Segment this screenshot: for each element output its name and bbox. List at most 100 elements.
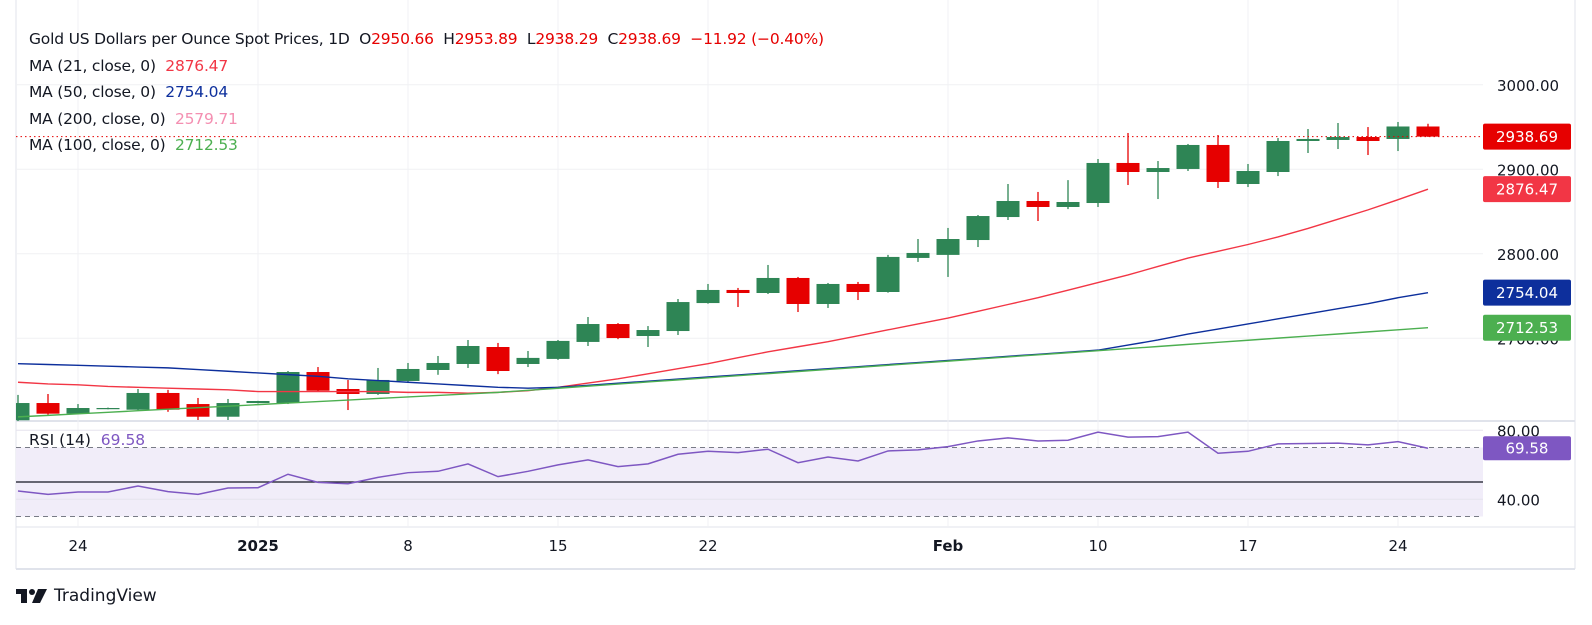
candle [1296, 128, 1320, 153]
indicator-ma100[interactable]: MA (100, close, 0) 2712.53 [29, 136, 238, 154]
ma-line [17, 188, 1429, 394]
candle-body [1206, 144, 1230, 182]
candle [876, 254, 900, 293]
candle [996, 184, 1020, 220]
candle-body [1146, 168, 1170, 173]
candle [36, 393, 60, 415]
tradingview-logo[interactable]: TradingView [16, 586, 157, 606]
rsi-label: RSI (14) [29, 431, 91, 449]
y-tick-label: 2900.00 [1497, 161, 1559, 179]
candle [96, 407, 120, 410]
x-tick-label: 22 [698, 537, 717, 555]
logo-text: TradingView [54, 586, 157, 606]
candle-body [696, 289, 720, 304]
candle-body [936, 239, 960, 255]
candle-body [1236, 170, 1260, 185]
indicator-value: 2876.47 [165, 57, 228, 75]
x-tick-label: 24 [68, 537, 87, 555]
candle-body [846, 283, 870, 292]
candle-body [276, 372, 300, 404]
candle-body [1086, 162, 1110, 204]
candle [156, 389, 180, 412]
candle [1026, 191, 1050, 222]
candle-body [966, 216, 990, 241]
candle-body [606, 324, 630, 339]
candle [696, 283, 720, 304]
candle-body [1326, 137, 1350, 140]
candle [756, 264, 780, 295]
candle [66, 404, 90, 415]
candle [1236, 163, 1260, 188]
high-value: 2953.89 [454, 30, 518, 48]
candle [936, 227, 960, 277]
candle [546, 339, 570, 360]
candle [16, 394, 30, 421]
candle [846, 281, 870, 301]
candle [1326, 122, 1350, 150]
candle [1086, 158, 1110, 207]
candle [576, 317, 600, 346]
candle-body [456, 345, 480, 364]
high-label: H [443, 30, 455, 48]
ma50-price-label-box [1483, 279, 1571, 306]
rsi-value: 69.58 [100, 431, 146, 449]
change-value: −11.92 (−0.40%) [690, 30, 824, 48]
ma100-price-label-box [1483, 314, 1571, 341]
indicator-ma21[interactable]: MA (21, close, 0) 2876.47 [29, 57, 228, 75]
candle-body [786, 277, 810, 304]
candle [486, 342, 510, 375]
candle [1176, 143, 1200, 171]
rsi-tick-label: 80.00 [1497, 422, 1540, 440]
indicator-value: 2754.04 [165, 83, 228, 101]
candle-body [756, 277, 780, 294]
candle-body [1416, 126, 1440, 137]
indicator-value: 2712.53 [174, 136, 238, 154]
candle-body [636, 330, 660, 337]
indicator-label: MA (100, close, 0) [29, 136, 166, 154]
candle [456, 339, 480, 368]
candle-body [516, 357, 540, 364]
symbol-title: Gold US Dollars per Ounce Spot Prices, 1… [29, 30, 350, 48]
rsi-legend[interactable]: RSI (14) 69.58 [29, 431, 145, 449]
indicator-label: MA (50, close, 0) [29, 83, 156, 101]
candle [216, 398, 240, 421]
candle [1266, 138, 1290, 177]
candle-body [666, 302, 690, 332]
candle-body [906, 252, 930, 258]
candle [246, 400, 270, 404]
candle-body [366, 379, 390, 394]
candle-body [876, 256, 900, 292]
candle [1146, 161, 1170, 200]
candle-body [66, 408, 90, 414]
close-value: 2938.69 [618, 30, 681, 48]
candle [726, 287, 750, 308]
x-tick-label: 10 [1088, 537, 1107, 555]
x-tick-label: 2025 [237, 537, 279, 555]
candle [666, 299, 690, 336]
indicator-label: MA (21, close, 0) [29, 57, 156, 75]
indicator-value: 2579.71 [174, 110, 238, 128]
candle [966, 215, 990, 248]
candle-body [576, 324, 600, 342]
candle-body [1056, 202, 1080, 207]
indicator-ma50[interactable]: MA (50, close, 0) 2754.04 [29, 83, 228, 101]
candle-body [996, 200, 1020, 218]
y-tick-label: 3000.00 [1497, 77, 1559, 95]
candle [186, 397, 210, 421]
candle [1416, 123, 1440, 137]
ma21-price-label-box [1483, 176, 1571, 203]
candle-body [1116, 162, 1140, 173]
close-label: C [607, 30, 619, 48]
last-price-label: 2938.69 [1496, 128, 1558, 146]
indicator-ma200[interactable]: MA (200, close, 0) 2579.71 [29, 110, 238, 128]
candle-body [1296, 138, 1320, 141]
candle-body [726, 289, 750, 294]
ma-line [17, 327, 1429, 418]
candle [636, 326, 660, 348]
candle [906, 239, 930, 262]
candle [276, 371, 300, 405]
candle [516, 350, 540, 368]
candle-body [1176, 144, 1200, 169]
ma-line [17, 291, 1429, 389]
